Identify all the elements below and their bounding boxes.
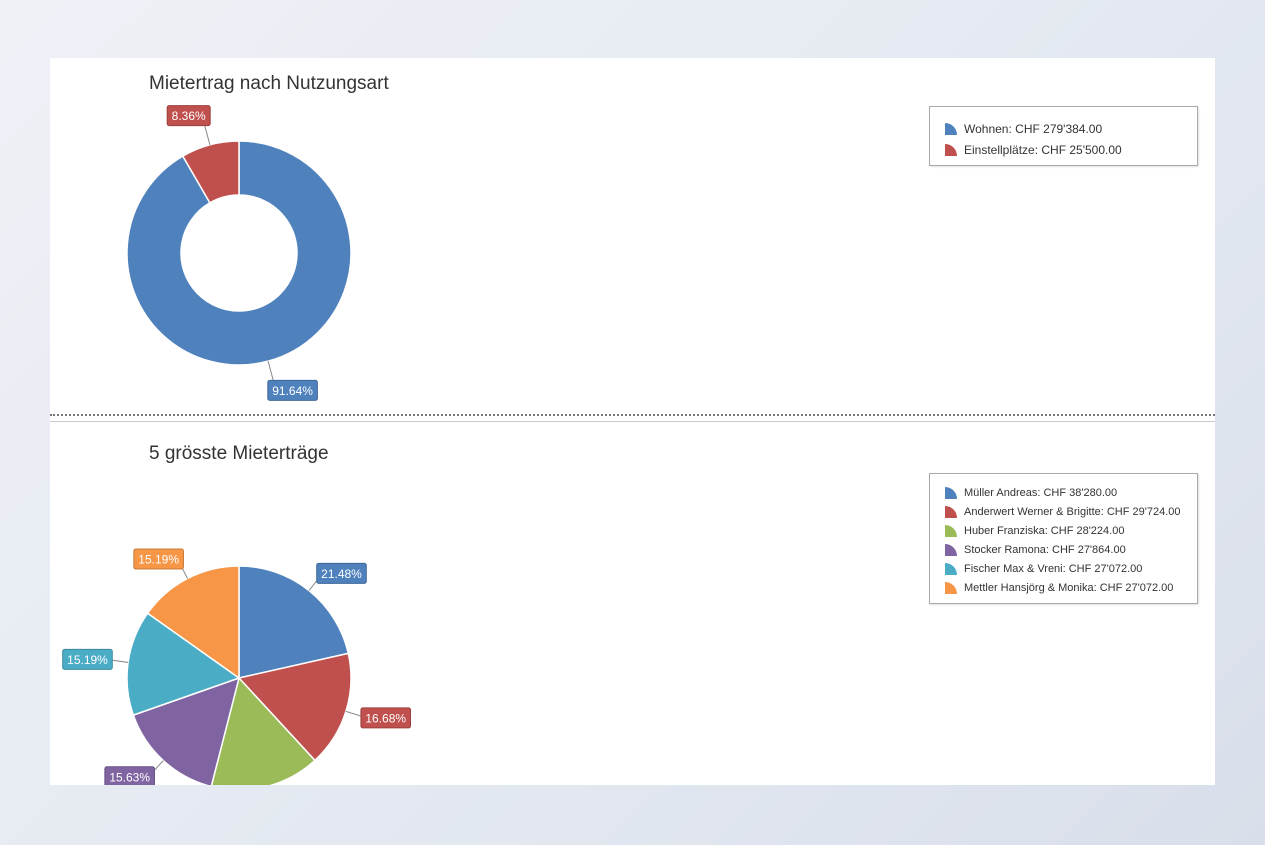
pie-slice-0-1[interactable]: [181, 140, 240, 204]
chart-title-usage: Mietertrag nach Nutzungsart: [149, 73, 389, 94]
legend-item[interactable]: Müller Andreas: CHF 38'280.00: [944, 483, 1187, 502]
pie-slice-1-5[interactable]: [146, 565, 240, 680]
leader-line-0-0: [267, 361, 275, 383]
usage-donut-chart: 91.64% 8.36%: [126, 105, 352, 401]
legend-usage: Wohnen: CHF 279'384.00 Einstellplätze: CH…: [929, 106, 1198, 166]
slice-label-text: 15.19%: [67, 653, 108, 667]
chart-panel-top5: 21.48%16.68%15.84%15.63%15.19%15.19% 5 g…: [50, 423, 1215, 785]
legend-item[interactable]: Huber Franziska: CHF 28'224.00: [944, 521, 1187, 540]
legend-swatch-icon: [945, 582, 957, 594]
pie-slice-0-0[interactable]: [126, 140, 352, 366]
legend-swatch-icon: [945, 525, 957, 537]
chart-title-top5: 5 grösste Mieterträge: [149, 443, 329, 464]
legend-swatch-icon: [945, 144, 957, 156]
slice-label-text: 15.63%: [109, 770, 150, 784]
slice-label-1-4: 15.19%: [62, 648, 113, 670]
slice-label-box: [104, 766, 155, 785]
legend-label: Stocker Ramona: CHF 27'864.00: [964, 543, 1126, 556]
pie-slice-1-1[interactable]: [237, 652, 352, 762]
legend-item[interactable]: Fischer Max & Vreni: CHF 27'072.00: [944, 559, 1187, 578]
legend-swatch-icon: [945, 487, 957, 499]
report-canvas: 91.64% 8.36% Mietertrag nach Nutzungsart …: [50, 58, 1215, 785]
slice-label-box: [62, 648, 113, 670]
slice-label-box: [133, 548, 184, 570]
slice-label-box: [360, 707, 412, 729]
slice-label-1-5: 15.19%: [133, 548, 184, 570]
legend-label: Huber Franziska: CHF 28'224.00: [964, 524, 1125, 537]
legend-top5: Müller Andreas: CHF 38'280.00 Anderwert W…: [929, 473, 1198, 604]
legend-label: Fischer Max & Vreni: CHF 27'072.00: [964, 562, 1143, 575]
slice-label-box: [267, 379, 318, 401]
slice-label-text: 16.68%: [365, 711, 406, 725]
slice-label-text: 8.36%: [172, 109, 206, 123]
legend-label: Müller Andreas: CHF 38'280.00: [964, 486, 1118, 499]
legend-item[interactable]: Wohnen: CHF 279'384.00: [944, 118, 1187, 139]
legend-label: Mettler Hansjörg & Monika: CHF 27'072.00: [964, 581, 1174, 594]
legend-item[interactable]: Stocker Ramona: CHF 27'864.00: [944, 540, 1187, 559]
legend-swatch-icon: [945, 563, 957, 575]
legend-item[interactable]: Mettler Hansjörg & Monika: CHF 27'072.00: [944, 578, 1187, 597]
leader-line-0-1: [203, 123, 211, 145]
legend-item[interactable]: Anderwert Werner & Brigitte: CHF 29'724.…: [944, 502, 1187, 521]
legend-label: Wohnen: CHF 279'384.00: [964, 121, 1103, 136]
slice-label-box: [316, 562, 367, 584]
slice-label-box: [166, 105, 211, 127]
chart-panel-usage: 91.64% 8.36% Mietertrag nach Nutzungsart …: [50, 58, 1215, 414]
legend-item[interactable]: Einstellplätze: CHF 25'500.00: [944, 139, 1187, 160]
slice-label-text: 91.64%: [272, 384, 313, 398]
pie-slice-1-4[interactable]: [126, 612, 241, 717]
slice-label-1-0: 21.48%: [316, 562, 367, 584]
legend-swatch-icon: [945, 123, 957, 135]
slice-label-0-0: 91.64%: [267, 379, 318, 401]
pie-slice-1-3[interactable]: [132, 676, 241, 785]
pie-slice-1-2[interactable]: [210, 676, 316, 785]
slice-label-0-1: 8.36%: [166, 105, 211, 127]
legend-label: Anderwert Werner & Brigitte: CHF 29'724.…: [964, 505, 1181, 518]
pie-slice-1-0[interactable]: [238, 565, 350, 679]
slice-label-text: 15.19%: [138, 552, 179, 566]
panel-divider[interactable]: [50, 414, 1215, 423]
slice-label-1-3: 15.63%: [104, 766, 155, 785]
slice-label-1-1: 16.68%: [360, 707, 412, 729]
top5-pie-chart: 21.48%16.68%15.84%15.63%15.19%15.19%: [62, 548, 412, 785]
legend-label: Einstellplätze: CHF 25'500.00: [964, 142, 1122, 157]
legend-swatch-icon: [945, 506, 957, 518]
slice-label-text: 21.48%: [321, 567, 362, 581]
legend-swatch-icon: [945, 544, 957, 556]
